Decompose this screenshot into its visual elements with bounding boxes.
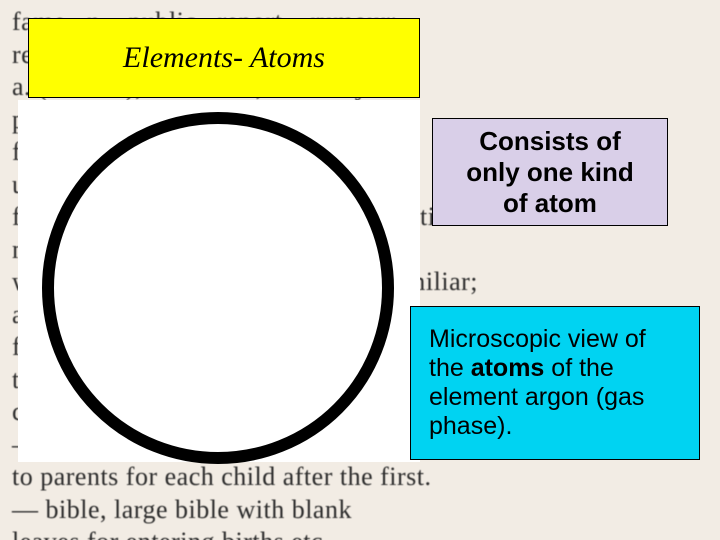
- consists-of-line1: Consists of: [466, 126, 634, 157]
- caption-box: Microscopic view of the atoms of the ele…: [410, 306, 700, 460]
- atom-circle: [42, 112, 394, 464]
- caption-bold: atoms: [471, 354, 545, 382]
- consists-of-text: Consists of only one kind of atom: [466, 126, 634, 219]
- title-text: Elements- Atoms: [123, 41, 325, 75]
- consists-of-box: Consists of only one kind of atom: [432, 118, 668, 226]
- consists-of-line2: only one kind: [466, 157, 634, 188]
- title-box: Elements- Atoms: [28, 18, 420, 98]
- caption-text: Microscopic view of the atoms of the ele…: [429, 325, 687, 441]
- consists-of-line3: of atom: [466, 188, 634, 219]
